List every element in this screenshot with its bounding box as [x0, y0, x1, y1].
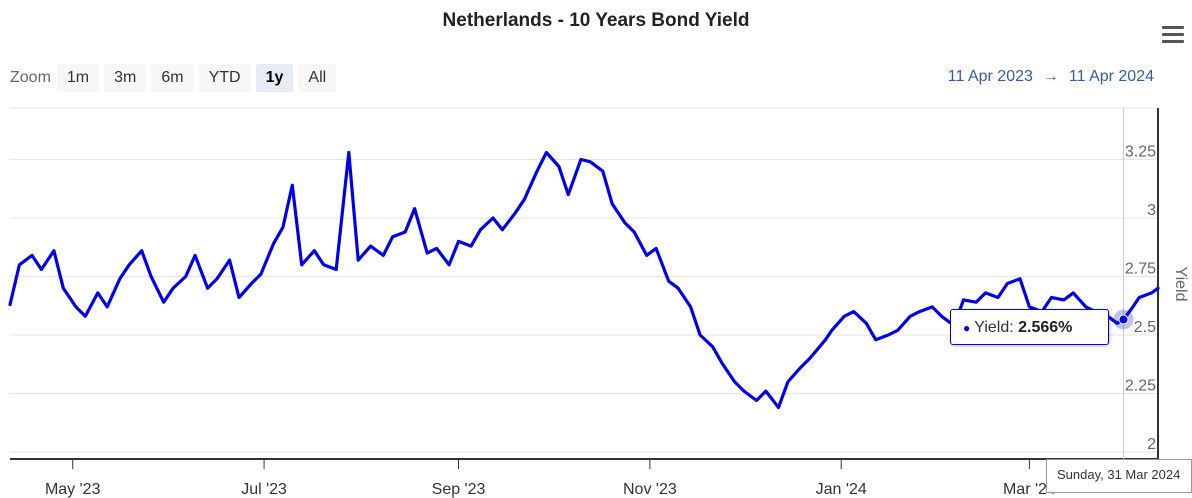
x-tick-label: Mar '24: [1003, 481, 1056, 498]
y-tick-label: 2.25: [1125, 377, 1156, 394]
zoom-ytd-button[interactable]: YTD: [198, 64, 251, 92]
range-from-date[interactable]: 11 Apr 2023: [947, 68, 1033, 85]
y-tick-label: 3.25: [1125, 143, 1156, 160]
zoom-6m-button[interactable]: 6m: [151, 64, 194, 92]
series-line-yield: [8, 150, 1160, 410]
zoom-3m-button[interactable]: 3m: [104, 64, 147, 92]
y-axis-title: Yield: [1172, 267, 1189, 302]
y-tick-label: 3: [1147, 202, 1156, 219]
hamburger-menu-icon[interactable]: [1162, 26, 1184, 46]
range-to-date[interactable]: 11 Apr 2024: [1068, 68, 1154, 85]
zoom-all-button[interactable]: All: [298, 64, 337, 92]
zoom-label: Zoom: [10, 69, 51, 86]
y-tick-label: 2.75: [1125, 260, 1156, 277]
x-tick-label: Nov '23: [623, 481, 677, 498]
y-tick-label: 2.5: [1134, 319, 1156, 336]
tooltip-value: 2.566%: [1018, 319, 1073, 336]
tooltip-label: Yield:: [974, 319, 1014, 336]
zoom-1m-button[interactable]: 1m: [56, 64, 100, 92]
date-tooltip: Sunday, 31 Mar 2024: [1046, 459, 1192, 493]
y-tick-label: 2: [1147, 436, 1156, 453]
highlight-point: [1118, 314, 1129, 325]
zoom-bar: Zoom 1m 3m 6m YTD 1y All: [10, 64, 341, 92]
chart-title: Netherlands - 10 Years Bond Yield: [442, 10, 750, 31]
series-dot-icon: ●: [963, 321, 971, 335]
range-arrow-icon: →: [1042, 68, 1059, 85]
x-tick-label: May '23: [45, 481, 101, 498]
x-tick-label: Sep '23: [432, 481, 486, 498]
date-range: 11 Apr 2023 → 11 Apr 2024: [948, 68, 1154, 86]
x-tick-label: Jul '23: [241, 481, 287, 498]
value-tooltip: ● Yield: 2.566%: [950, 309, 1109, 345]
zoom-1y-button[interactable]: 1y: [255, 64, 294, 92]
x-tick-label: Jan '24: [816, 481, 867, 498]
